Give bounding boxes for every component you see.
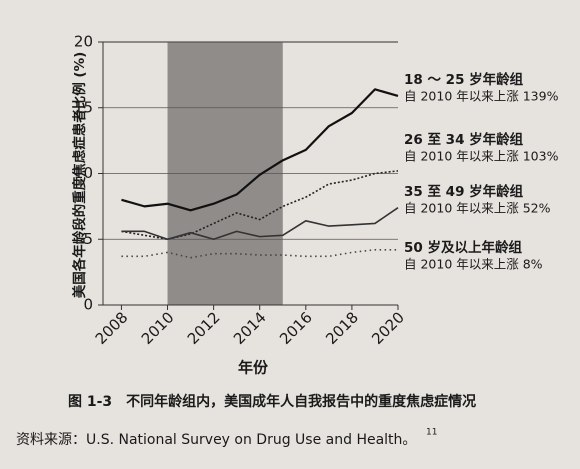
source-ref: 11 <box>426 428 437 438</box>
series-annotation: 自 2010 年以来上涨 139% <box>404 89 559 104</box>
series-line <box>121 170 399 241</box>
y-tick-label: 5 <box>83 230 93 248</box>
series-line <box>121 248 398 259</box>
legend-label: 35 至 49 岁年龄组 <box>404 183 524 200</box>
legend-label: 18 ～ 25 岁年龄组 <box>404 71 524 88</box>
y-tick-label: 0 <box>83 296 93 314</box>
y-tick-label: 15 <box>74 98 93 116</box>
series-annotation: 自 2010 年以来上涨 8% <box>404 257 543 272</box>
y-axis-label: 美国各年龄段的重度焦虑症患者比例 (%) <box>71 52 88 299</box>
series-annotation: 自 2010 年以来上涨 103% <box>404 149 559 164</box>
legend-label: 26 至 34 岁年龄组 <box>404 131 524 148</box>
y-tick-label: 10 <box>74 164 93 182</box>
caption: 图 1-3 不同年龄组内，美国成年人自我报告中的重度焦虑症情况 <box>68 393 476 410</box>
series-line <box>121 88 399 212</box>
source: 资料来源：U.S. National Survey on Drug Use an… <box>16 432 416 448</box>
y-tick-label: 20 <box>74 33 93 51</box>
series-line <box>121 207 399 241</box>
series-annotation: 自 2010 年以来上涨 52% <box>404 201 551 216</box>
x-axis-label: 年份 <box>238 359 269 377</box>
legend-label: 50 岁及以上年龄组 <box>404 239 522 256</box>
